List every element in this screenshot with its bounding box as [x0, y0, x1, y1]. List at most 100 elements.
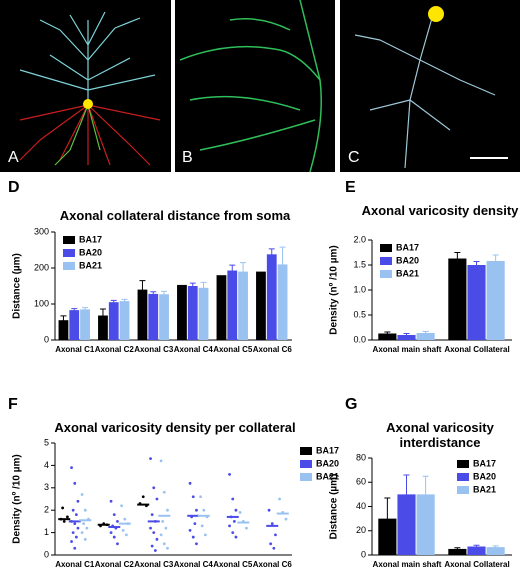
error-bar: [229, 264, 236, 276]
y-tick-label: 0: [44, 549, 49, 559]
bar: [448, 258, 467, 340]
y-tick-label: 2.0: [353, 234, 366, 244]
legend-label: BA17: [473, 458, 496, 468]
data-point: [272, 546, 276, 550]
micrograph: [0, 0, 171, 172]
bar: [266, 254, 277, 340]
data-point: [71, 508, 75, 512]
data-point: [195, 508, 198, 512]
x-tick-label: Axonal C6: [253, 560, 293, 567]
data-point: [70, 466, 73, 470]
panel-label: A: [8, 149, 19, 166]
panel-label: D: [8, 179, 20, 196]
data-point: [202, 508, 206, 512]
data-point: [121, 528, 125, 532]
data-point: [203, 533, 207, 537]
data-point: [193, 522, 197, 526]
legend-label: BA21: [316, 471, 339, 481]
legend-swatch: [457, 473, 469, 481]
x-tick-label: Axonal Collateral: [444, 560, 509, 567]
x-tick-label: Axonal C1: [55, 345, 95, 354]
data-point: [83, 537, 87, 541]
bar: [148, 293, 159, 340]
x-tick-label: Axonal C2: [95, 560, 135, 567]
y-tick-label: 1.0: [353, 284, 366, 294]
error-bar: [384, 497, 391, 540]
data-point: [120, 504, 123, 508]
data-point: [166, 546, 169, 550]
y-tick-label: 40: [356, 501, 366, 511]
bar: [108, 302, 119, 340]
neuron-trace: [354, 6, 496, 169]
data-point: [270, 522, 274, 526]
y-tick-label: 100: [34, 298, 49, 308]
data-point: [85, 526, 89, 530]
legend-swatch: [380, 270, 392, 278]
legend-swatch: [457, 486, 469, 494]
legend-label: BA21: [79, 260, 102, 270]
data-point: [162, 542, 166, 546]
x-tick-label: Axonal C3: [134, 345, 174, 354]
y-tick-label: 300: [34, 226, 49, 236]
data-point: [284, 517, 288, 521]
data-point: [66, 515, 69, 519]
data-point: [112, 535, 116, 539]
legend-swatch: [300, 447, 312, 455]
data-point: [195, 542, 198, 546]
data-point: [238, 511, 242, 514]
error-bar: [384, 331, 391, 335]
data-point: [228, 472, 231, 476]
legend-label: BA21: [473, 484, 496, 494]
bar: [256, 271, 266, 340]
data-point: [74, 513, 78, 517]
data-point: [191, 535, 195, 539]
data-point: [116, 542, 119, 546]
panel-label: G: [345, 396, 357, 413]
data-point: [150, 544, 154, 548]
data-point: [62, 520, 66, 523]
error-bar: [279, 246, 286, 282]
error-bar: [121, 298, 128, 303]
legend-label: BA20: [396, 255, 419, 265]
panel-label: C: [348, 149, 360, 166]
bar: [416, 333, 435, 340]
bar: [137, 289, 148, 340]
bar: [98, 315, 108, 340]
bar: [397, 494, 416, 555]
legend-label: BA17: [79, 234, 102, 244]
chart-title: Axonal varicosity density per collateral: [54, 420, 296, 435]
data-point: [152, 486, 156, 490]
error-bar: [139, 280, 146, 299]
chart-title: Axonal collateral distance from soma: [59, 208, 291, 223]
y-tick-label: 0.0: [353, 334, 366, 344]
error-bar: [60, 315, 67, 325]
data-point: [200, 524, 204, 528]
data-point: [149, 457, 152, 461]
data-point: [76, 499, 80, 503]
data-point: [155, 497, 159, 501]
legend-label: BA20: [79, 247, 102, 257]
data-point: [159, 459, 163, 463]
x-tick-label: Axonal C4: [174, 345, 214, 354]
y-tick-label: 4: [44, 460, 49, 470]
error-bar: [422, 331, 429, 335]
data-point: [153, 549, 157, 552]
micrograph: [340, 0, 520, 172]
data-point: [234, 535, 238, 539]
data-point: [228, 524, 231, 528]
error-bar: [473, 544, 480, 548]
y-axis-label: Density (nº /10 µm): [329, 245, 340, 334]
y-tick-label: 2: [44, 505, 49, 515]
data-point: [73, 522, 77, 526]
x-tick-label: Axonal C5: [213, 560, 253, 567]
error-bar: [82, 307, 89, 312]
panel-label: B: [182, 149, 193, 166]
data-point: [278, 497, 281, 501]
y-tick-label: 1: [44, 527, 49, 537]
error-bar: [240, 262, 247, 281]
data-point: [150, 513, 154, 517]
legend-swatch: [300, 473, 312, 481]
bar: [467, 265, 486, 340]
micrograph: [175, 0, 335, 172]
data-point: [152, 531, 156, 534]
